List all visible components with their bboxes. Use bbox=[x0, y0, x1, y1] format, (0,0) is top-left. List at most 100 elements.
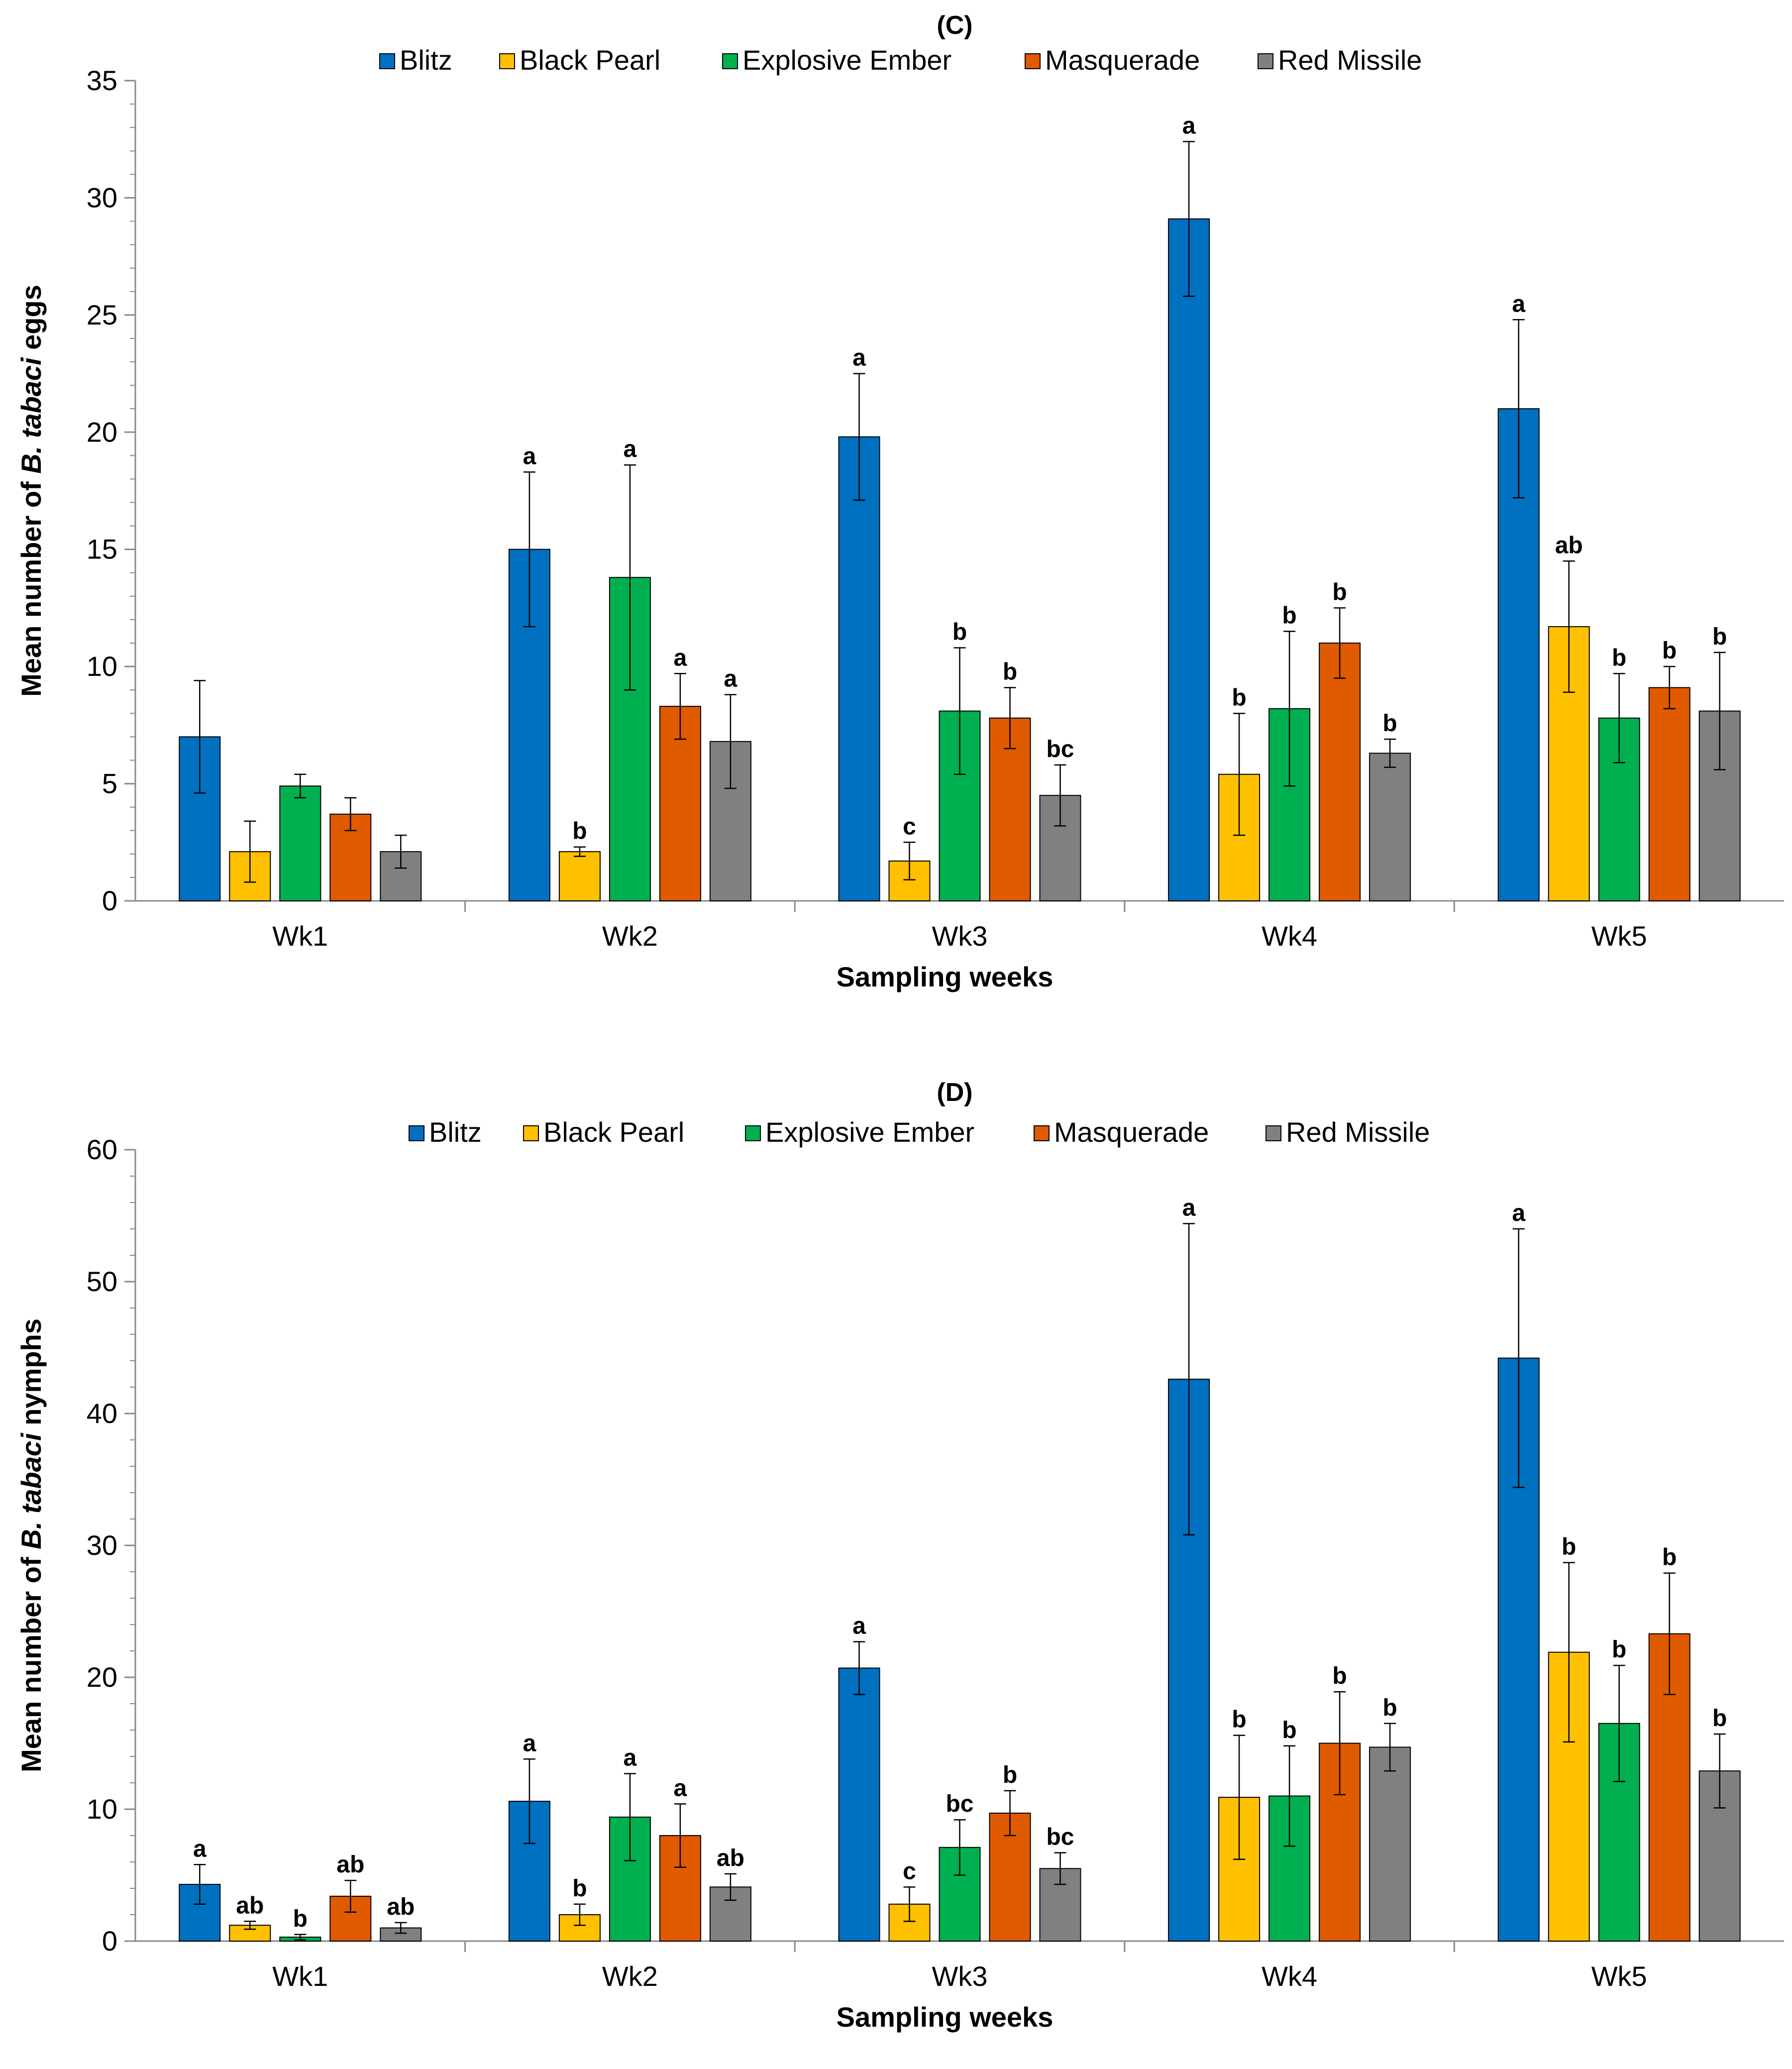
significance-label: b bbox=[1332, 579, 1347, 605]
legend-item-masquerade: Masquerade bbox=[1025, 44, 1200, 76]
x-tick-label: Wk4 bbox=[1262, 920, 1317, 952]
legend-label: Masquerade bbox=[1054, 1116, 1209, 1148]
significance-label: b bbox=[1003, 659, 1017, 685]
legend-swatch bbox=[523, 1125, 539, 1141]
legend-swatch bbox=[379, 53, 395, 69]
significance-label: b bbox=[1382, 710, 1397, 737]
bar-masquerade-wk5 bbox=[1648, 687, 1690, 902]
chart-panel-c: (C) Blitz Black Pearl Explosive Ember Masque… bbox=[15, 11, 1784, 992]
legend-swatch bbox=[722, 53, 738, 69]
bar-blitz-wk4 bbox=[1168, 218, 1210, 902]
legend-swatch bbox=[745, 1125, 761, 1141]
y-axis-label: Mean number of B. tabaci eggs bbox=[15, 285, 47, 697]
x-tick-label: Wk2 bbox=[602, 1960, 658, 1992]
significance-label: b bbox=[572, 818, 587, 845]
significance-label: b bbox=[1003, 1762, 1017, 1788]
panel-label: (D) bbox=[937, 1078, 972, 1107]
legend-swatch bbox=[1025, 53, 1041, 69]
y-axis-label-part: B. tabaci bbox=[15, 357, 47, 474]
legend-swatch bbox=[409, 1125, 424, 1141]
legend-label: Explosive Ember bbox=[742, 44, 951, 76]
legend-item-black-pearl: Black Pearl bbox=[523, 1116, 684, 1148]
significance-label: c bbox=[903, 813, 916, 840]
x-tick-label: Wk5 bbox=[1591, 1960, 1647, 1992]
significance-label: b bbox=[572, 1875, 587, 1902]
panel-label: (C) bbox=[937, 11, 972, 40]
y-tick-label: 50 bbox=[87, 1266, 117, 1297]
x-tick-label: Wk4 bbox=[1262, 1960, 1317, 1992]
bar-red-missile-wk3 bbox=[1039, 795, 1081, 901]
significance-label: b bbox=[1232, 684, 1246, 711]
significance-label: a bbox=[674, 645, 687, 671]
significance-label: a bbox=[1182, 112, 1196, 139]
significance-label: b bbox=[293, 1906, 308, 1932]
y-tick-label: 0 bbox=[102, 1925, 117, 1957]
legend-item-blitz: Blitz bbox=[379, 44, 452, 76]
x-tick-label: Wk3 bbox=[932, 1960, 988, 1992]
legend-label: Blitz bbox=[400, 44, 452, 76]
significance-label: b bbox=[1232, 1707, 1246, 1733]
significance-label: b bbox=[1662, 638, 1677, 664]
y-tick-label: 10 bbox=[87, 651, 117, 682]
y-tick-label: 0 bbox=[102, 885, 117, 916]
y-tick-label: 5 bbox=[102, 768, 117, 799]
bar-masquerade-wk1 bbox=[329, 813, 372, 901]
legend-swatch bbox=[1034, 1125, 1050, 1141]
significance-label: a bbox=[852, 345, 866, 371]
y-tick-label: 20 bbox=[87, 1661, 117, 1693]
y-axis-label-part: Mean number of bbox=[15, 1549, 47, 1772]
significance-label: b bbox=[1662, 1544, 1677, 1571]
chart-panel-d: (D) Blitz Black Pearl Explosive Ember Masque… bbox=[15, 1078, 1784, 2033]
legend-item-explosive-ember: Explosive Ember bbox=[745, 1116, 974, 1148]
significance-label: a bbox=[624, 1744, 637, 1771]
significance-label: a bbox=[193, 1836, 207, 1862]
significance-label: a bbox=[852, 1613, 866, 1639]
significance-label: a bbox=[523, 443, 536, 469]
significance-label: b bbox=[1282, 1717, 1296, 1743]
legend-label: Masquerade bbox=[1045, 44, 1200, 76]
y-tick-label: 30 bbox=[87, 182, 117, 213]
y-tick-label: 60 bbox=[87, 1134, 117, 1165]
bar-red-missile-wk2 bbox=[709, 741, 751, 901]
x-tick-label: Wk1 bbox=[272, 1960, 328, 1992]
legend-item-black-pearl: Black Pearl bbox=[499, 44, 660, 76]
y-axis-label-part: eggs bbox=[15, 285, 47, 357]
significance-label: ab bbox=[336, 1851, 364, 1878]
legend-swatch bbox=[1258, 53, 1273, 69]
legend-label: Red Missile bbox=[1278, 44, 1422, 76]
legend-label: Black Pearl bbox=[520, 44, 660, 76]
legend-swatch bbox=[499, 53, 515, 69]
significance-label: a bbox=[624, 436, 637, 462]
significance-label: b bbox=[1282, 603, 1296, 629]
significance-label: b bbox=[1712, 1705, 1727, 1732]
significance-label: a bbox=[523, 1730, 536, 1756]
significance-label: bc bbox=[1046, 736, 1074, 762]
legend-label: Explosive Ember bbox=[765, 1116, 974, 1148]
x-axis-label: Sampling weeks bbox=[837, 2001, 1054, 2033]
significance-label: a bbox=[1512, 291, 1525, 317]
bar-red-missile-wk4 bbox=[1369, 753, 1411, 901]
y-tick-label: 30 bbox=[87, 1529, 117, 1561]
legend-item-explosive-ember: Explosive Ember bbox=[722, 44, 951, 76]
legend-item-red-missile: Red Missile bbox=[1265, 1116, 1430, 1148]
significance-label: ab bbox=[1555, 532, 1583, 558]
legend-label: Red Missile bbox=[1286, 1116, 1430, 1148]
significance-label: ab bbox=[717, 1845, 744, 1871]
significance-label: b bbox=[952, 619, 967, 645]
significance-label: b bbox=[1612, 1636, 1626, 1663]
significance-label: ab bbox=[236, 1892, 264, 1919]
significance-label: b bbox=[1562, 1533, 1576, 1560]
bar-red-missile-wk4 bbox=[1369, 1746, 1411, 1942]
bar-blitz-wk3 bbox=[838, 1667, 880, 1942]
y-axis-label-part: nymphs bbox=[15, 1318, 47, 1433]
bar-blitz-wk3 bbox=[838, 436, 880, 901]
legend-swatch bbox=[1265, 1125, 1281, 1141]
bar-black-pearl-wk2 bbox=[558, 851, 601, 901]
x-axis-label: Sampling weeks bbox=[837, 961, 1054, 992]
significance-label: b bbox=[1712, 624, 1727, 650]
significance-label: a bbox=[724, 666, 738, 692]
significance-label: a bbox=[674, 1775, 687, 1801]
x-tick-label: Wk2 bbox=[602, 920, 658, 952]
y-tick-label: 20 bbox=[87, 416, 117, 447]
significance-label: b bbox=[1332, 1663, 1347, 1689]
